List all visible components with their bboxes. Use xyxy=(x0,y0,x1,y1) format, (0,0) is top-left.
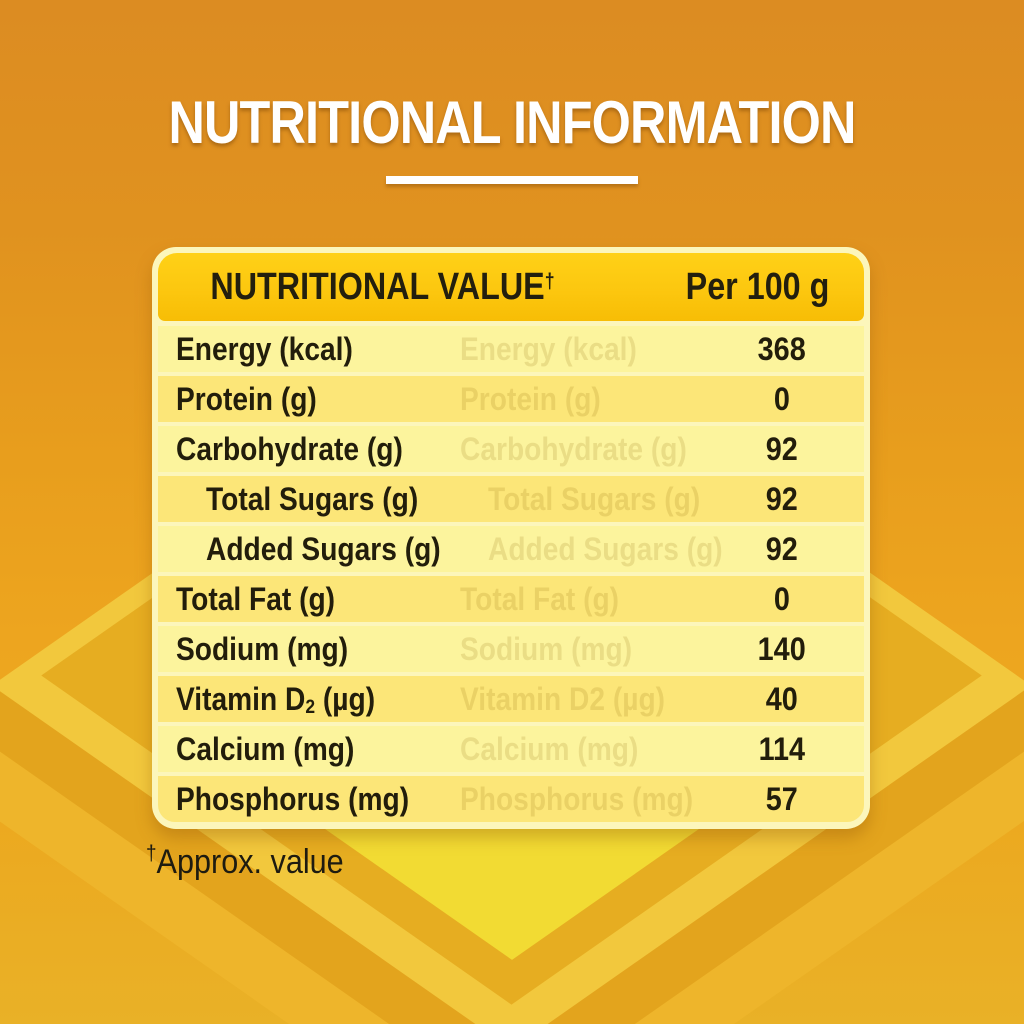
title-underline xyxy=(386,176,638,184)
table-row: Calcium (mg) Calcium (mg) 114 xyxy=(158,726,864,772)
row-label: Calcium (mg) xyxy=(176,730,355,767)
table-row: Protein (g) Protein (g) 0 xyxy=(158,376,864,422)
row-value: 0 xyxy=(773,380,791,417)
row-label: Carbohydrate (g) xyxy=(176,430,403,467)
table-row: Phosphorus (mg) Phosphorus (mg) 57 xyxy=(158,776,864,822)
page-title-text: NUTRITIONAL INFORMATION xyxy=(168,89,856,156)
footnote-dagger: † xyxy=(146,842,157,866)
table-row: Sodium (mg) Sodium (mg) 140 xyxy=(158,626,864,672)
table-row: Total Fat (g) Total Fat (g) 0 xyxy=(158,576,864,622)
header-dagger: † xyxy=(544,270,555,294)
page-title: NUTRITIONAL INFORMATION xyxy=(0,88,1024,157)
row-label: Phosphorus (mg) xyxy=(176,780,410,817)
row-value: 57 xyxy=(765,780,799,817)
table-row: Carbohydrate (g) Carbohydrate (g) 92 xyxy=(158,426,864,472)
row-value: 114 xyxy=(758,730,806,767)
row-value: 92 xyxy=(765,480,799,517)
row-label: Total Fat (g) xyxy=(176,580,336,617)
card-header: NUTRITIONAL VALUE† Per 100 g xyxy=(158,253,864,321)
table-row: Added Sugars (g) Added Sugars (g) 92 xyxy=(158,526,864,572)
nutrition-table: Energy (kcal) Energy (kcal) 368 Protein … xyxy=(152,326,870,822)
row-label: Sodium (mg) xyxy=(176,630,349,667)
row-value: 368 xyxy=(757,330,807,367)
row-label: Total Sugars (g) xyxy=(206,480,419,517)
row-value: 0 xyxy=(773,580,791,617)
row-label: Vitamin D2 (µg) xyxy=(176,680,376,719)
row-value: 140 xyxy=(757,630,807,667)
table-row: Energy (kcal) Energy (kcal) 368 xyxy=(158,326,864,372)
row-value: 40 xyxy=(765,680,799,717)
header-title: NUTRITIONAL VALUE† xyxy=(210,265,555,308)
footnote-text: Approx. value xyxy=(156,843,344,881)
row-label: Energy (kcal) xyxy=(176,330,353,367)
header-unit: Per 100 g xyxy=(685,265,830,308)
row-label: Added Sugars (g) xyxy=(206,530,441,567)
table-row: Total Sugars (g) Total Sugars (g) 92 xyxy=(158,476,864,522)
footnote: †Approx. value xyxy=(146,842,366,882)
table-row: Vitamin D2 (µg) Vitamin D2 (µg) 40 xyxy=(158,676,864,722)
row-value: 92 xyxy=(765,430,799,467)
row-value: 92 xyxy=(765,530,799,567)
row-label: Protein (g) xyxy=(176,380,317,417)
nutrition-card: NUTRITIONAL VALUE† Per 100 g Energy (kca… xyxy=(152,247,870,829)
